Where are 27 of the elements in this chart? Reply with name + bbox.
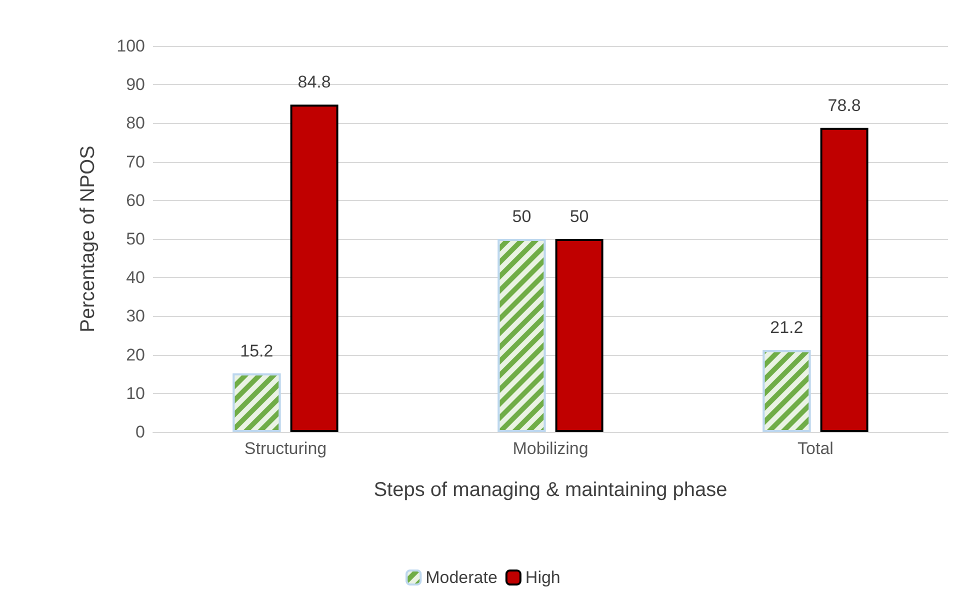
x-tick-label: Total <box>798 439 834 458</box>
y-tick-label: 70 <box>126 152 145 172</box>
y-tick-label: 80 <box>126 114 145 133</box>
legend-label: Moderate <box>426 568 498 587</box>
bar <box>290 104 338 432</box>
x-tick-label: Mobilizing <box>512 439 588 458</box>
y-tick-label: 30 <box>126 306 145 326</box>
data-label: 84.8 <box>298 72 331 92</box>
data-label: 78.8 <box>828 96 861 115</box>
y-tick-label: 40 <box>126 268 145 288</box>
x-axis-title: Steps of managing & maintaining phase <box>374 479 728 501</box>
y-tick-label: 10 <box>126 384 145 403</box>
x-tick-label: Structuring <box>244 439 327 458</box>
legend-label: High <box>525 568 560 587</box>
y-tick-label: 0 <box>136 422 145 442</box>
data-label: 50 <box>512 207 532 226</box>
y-tick-label: 60 <box>126 190 145 210</box>
y-tick-label: 50 <box>126 230 145 248</box>
data-label: 50 <box>570 207 589 226</box>
bar <box>820 128 868 432</box>
y-axis-title: Percentage of NPOS <box>77 146 99 332</box>
y-tick-label: 20 <box>126 345 145 364</box>
bar <box>555 239 604 432</box>
data-label: 21.2 <box>770 318 804 338</box>
data-label: 15.2 <box>240 341 274 360</box>
y-tick-label: 100 <box>116 36 145 56</box>
y-tick-label: 90 <box>126 75 145 94</box>
